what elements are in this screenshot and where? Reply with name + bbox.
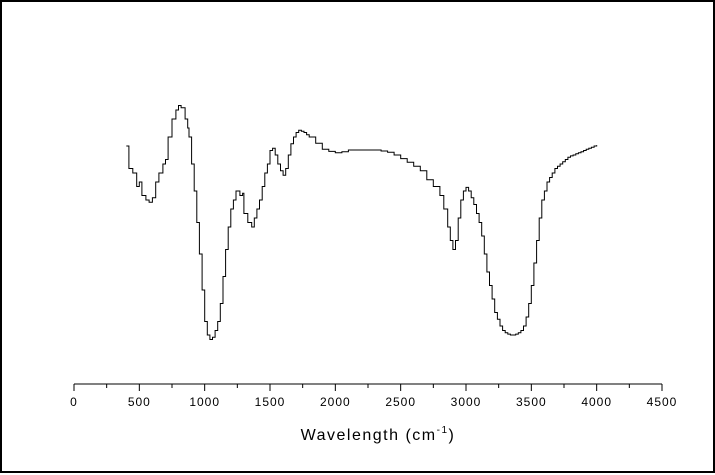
x-tick-label: 4500 (647, 395, 678, 409)
x-tick-label: 0 (70, 395, 78, 409)
x-axis-ticks: 0 500 1000 1500 2000 2500 3000 3500 4000 4500 (70, 384, 678, 409)
x-tick-label: 4000 (581, 395, 612, 409)
x-tick-label: 1000 (189, 395, 220, 409)
x-axis-title-text: Wavelength (cm (301, 427, 437, 444)
x-tick-label: 2000 (320, 395, 351, 409)
plot-area (126, 105, 598, 340)
x-tick-label: 1500 (255, 395, 286, 409)
x-tick-label: 3000 (451, 395, 482, 409)
x-tick-label: 500 (128, 395, 151, 409)
x-axis-title: Wavelength (cm-1) (301, 425, 456, 444)
x-axis-title-close: ) (449, 427, 456, 444)
x-axis-title-superscript: -1 (437, 425, 449, 436)
x-tick-label: 2500 (385, 395, 416, 409)
spectrum-series-line-0 (126, 105, 598, 340)
x-tick-label: 3500 (516, 395, 547, 409)
